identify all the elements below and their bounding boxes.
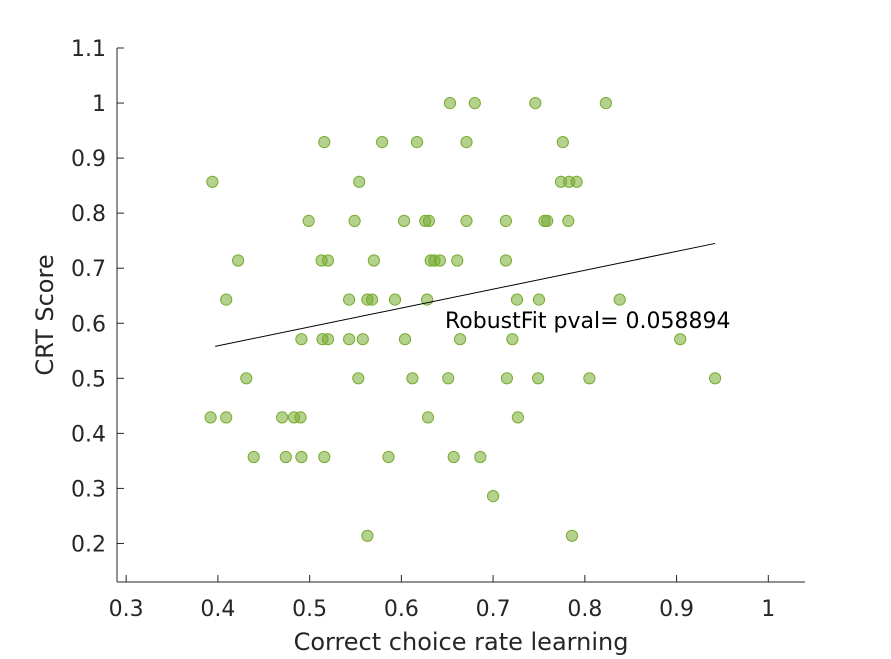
data-point — [398, 333, 412, 346]
data-point — [447, 450, 460, 464]
data-point — [460, 214, 473, 227]
y-tick-label: 0.9 — [71, 147, 106, 172]
data-point — [474, 450, 487, 464]
data-point — [442, 372, 455, 385]
x-tick-label: 0.8 — [567, 597, 602, 622]
y-tick-label: 0.3 — [71, 477, 106, 502]
x-tick-label: 1 — [761, 597, 775, 622]
data-point — [510, 293, 524, 306]
data-point — [709, 372, 722, 385]
data-point — [674, 333, 687, 346]
data-point — [318, 136, 331, 149]
data-point — [422, 214, 435, 227]
data-point — [220, 293, 233, 306]
x-axis-title: Correct choice rate learning — [294, 628, 629, 656]
data-point — [343, 293, 356, 306]
x-tick-label: 0.7 — [476, 597, 511, 622]
data-point — [388, 293, 402, 306]
data-point — [276, 411, 289, 424]
y-tick-label: 0.8 — [71, 202, 106, 227]
y-tick-label: 1.1 — [71, 37, 106, 62]
data-point — [511, 411, 525, 424]
x-tick-label: 0.9 — [659, 597, 694, 622]
data-point — [454, 333, 467, 346]
data-point — [367, 254, 380, 267]
data-point — [421, 411, 435, 424]
data-point — [468, 97, 481, 110]
y-tick-label: 1 — [92, 92, 106, 117]
data-point — [570, 175, 583, 188]
data-point — [343, 333, 356, 346]
data-point — [279, 450, 292, 464]
data-point — [376, 136, 389, 149]
data-point — [499, 214, 512, 227]
data-point — [556, 136, 569, 149]
data-point — [460, 136, 473, 149]
y-tick-label: 0.5 — [71, 367, 106, 392]
data-point — [433, 254, 446, 267]
data-point — [451, 254, 464, 267]
data-point — [204, 411, 217, 424]
robustfit-line — [215, 242, 716, 347]
data-point — [302, 214, 315, 227]
data-point — [206, 175, 219, 188]
y-axis-title: CRT Score — [31, 254, 59, 375]
data-point — [500, 372, 513, 385]
data-point — [321, 254, 335, 267]
data-point — [382, 450, 395, 464]
data-point — [529, 97, 542, 110]
data-point — [613, 293, 626, 306]
x-tick-label: 0.3 — [109, 597, 144, 622]
x-axis-ticks: 0.3 0.4 0.5 0.6 0.7 0.8 0.9 1 — [109, 575, 775, 622]
data-point — [353, 175, 366, 188]
data-point — [220, 411, 233, 424]
data-point — [583, 372, 596, 385]
data-point — [506, 333, 519, 346]
data-point — [487, 490, 500, 503]
data-point — [361, 529, 374, 542]
data-point — [365, 293, 379, 306]
data-point — [565, 529, 579, 542]
data-point — [599, 97, 613, 110]
data-point — [410, 136, 424, 149]
data-point — [294, 411, 307, 424]
data-point — [398, 214, 411, 227]
data-point — [406, 372, 419, 385]
x-tick-label: 0.4 — [200, 597, 235, 622]
data-point — [321, 333, 335, 346]
y-tick-label: 0.7 — [71, 257, 106, 282]
y-tick-label: 0.2 — [71, 532, 106, 557]
data-point — [348, 214, 361, 227]
data-point — [240, 372, 253, 385]
data-points — [204, 97, 722, 542]
data-point — [247, 450, 260, 464]
data-point — [318, 450, 331, 464]
x-tick-label: 0.6 — [384, 597, 419, 622]
y-tick-label: 0.4 — [71, 422, 106, 447]
y-tick-label: 0.6 — [71, 312, 106, 337]
y-axis-ticks: 0.2 0.3 0.4 0.5 0.6 0.7 0.8 0.9 1 1.1 — [71, 37, 124, 557]
data-point — [532, 293, 546, 306]
x-tick-label: 0.5 — [292, 597, 327, 622]
data-point — [443, 97, 457, 110]
data-point — [532, 372, 545, 385]
data-point — [352, 372, 365, 385]
data-point — [295, 333, 308, 346]
data-point — [295, 450, 308, 464]
data-point — [232, 254, 245, 267]
data-point — [356, 333, 369, 346]
data-point — [562, 214, 575, 227]
robustfit-annotation: RobustFit pval= 0.058894 — [445, 309, 731, 334]
data-point — [541, 214, 554, 227]
data-point — [499, 254, 512, 267]
